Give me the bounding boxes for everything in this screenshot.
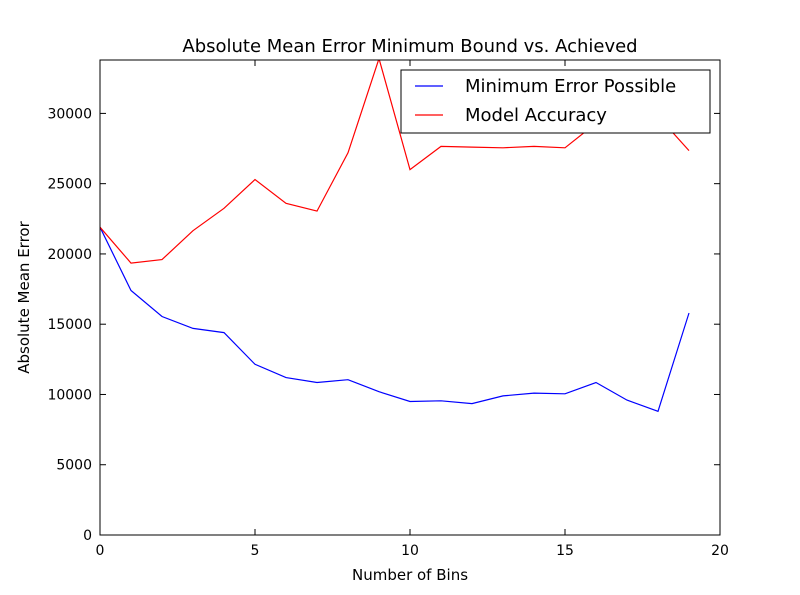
y-tick-label: 20000 — [47, 247, 92, 263]
chart-title: Absolute Mean Error Minimum Bound vs. Ac… — [182, 36, 637, 57]
x-tick-label: 10 — [401, 543, 419, 559]
x-tick-label: 5 — [251, 543, 260, 559]
y-tick-label: 5000 — [56, 458, 92, 474]
y-axis: 0 5000 10000 15000 20000 25000 30000 — [47, 106, 720, 544]
x-axis: 0 5 10 15 20 — [96, 60, 729, 559]
x-tick-label: 20 — [711, 543, 729, 559]
x-tick-label: 15 — [556, 543, 574, 559]
y-tick-label: 0 — [83, 528, 92, 544]
x-axis-title: Number of Bins — [352, 566, 468, 584]
y-tick-label: 10000 — [47, 387, 92, 403]
legend-label: Model Accuracy — [465, 105, 607, 126]
y-tick-label: 30000 — [47, 106, 92, 122]
y-tick-label: 25000 — [47, 177, 92, 193]
legend-label: Minimum Error Possible — [465, 76, 676, 97]
y-axis-title: Absolute Mean Error — [15, 220, 33, 373]
series-line-minimum-error-possible — [100, 226, 690, 413]
legend-box — [400, 69, 711, 134]
legend: Minimum Error Possible Model Accuracy — [400, 69, 711, 134]
x-tick-label: 0 — [96, 543, 105, 559]
y-tick-label: 15000 — [47, 317, 92, 333]
